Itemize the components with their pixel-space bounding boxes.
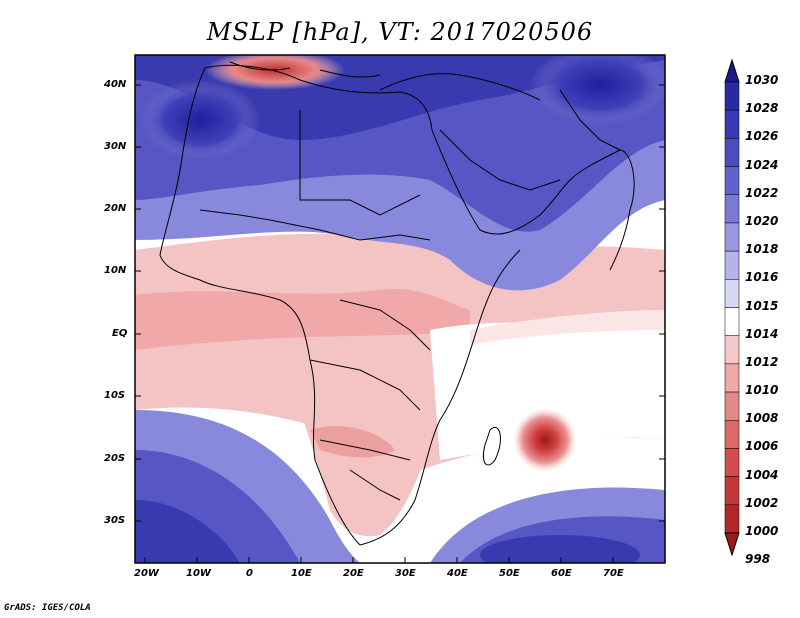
pressure-field <box>135 55 665 563</box>
coastlines <box>159 61 635 546</box>
y-label-10s: 10S <box>104 390 126 401</box>
colorbar-swatch <box>724 391 740 421</box>
colorbar-label: 1028 <box>745 101 779 116</box>
colorbar-bottom-arrow <box>724 532 740 557</box>
colorbar-label: 1030 <box>745 73 779 87</box>
colorbar-label: 1006 <box>745 439 779 454</box>
x-label-20e: 20E <box>343 568 364 579</box>
colorbar-swatch <box>724 307 740 336</box>
map-frame <box>134 54 666 564</box>
x-label-50e: 50E <box>499 568 520 579</box>
colorbar-label: 1016 <box>745 270 779 285</box>
map-title: MSLP [hPa], VT: 2017020506 <box>206 18 594 46</box>
credit-text: GrADS: IGES/COLA <box>4 603 91 613</box>
x-label-70e: 70E <box>603 568 624 579</box>
colorbar-swatch <box>724 476 740 506</box>
colorbar-swatch <box>724 250 740 280</box>
colorbar-label: 1004 <box>745 467 779 482</box>
y-label-eq: EQ <box>112 328 128 339</box>
colorbar-label: 1022 <box>745 185 779 200</box>
colorbar-swatch <box>724 81 740 111</box>
colorbar-swatch <box>724 166 740 195</box>
colorbar-label: 1024 <box>745 157 779 172</box>
colorbar-label: 1002 <box>745 495 779 510</box>
colorbar-swatch <box>724 138 740 167</box>
colorbar-label: 1008 <box>745 411 779 426</box>
x-label-30e: 30E <box>395 568 416 579</box>
colorbar-swatch <box>724 279 740 308</box>
colorbar-label: 1018 <box>745 242 779 257</box>
colorbar-swatch <box>724 109 740 139</box>
x-label-0: 0 <box>246 568 253 579</box>
colorbar-swatch <box>724 194 740 224</box>
y-label-30n: 30N <box>104 141 127 152</box>
colorbar-swatch <box>724 448 740 477</box>
x-label-10e: 10E <box>291 568 312 579</box>
y-label-20n: 20N <box>104 203 127 214</box>
x-label-20w: 20W <box>134 568 159 579</box>
colorbar-label: 1014 <box>745 326 779 341</box>
x-label-40e: 40E <box>447 568 468 579</box>
colorbar-swatch <box>724 420 740 449</box>
x-label-60e: 60E <box>551 568 572 579</box>
colorbar-label: 998 <box>745 552 771 567</box>
cyclone-low <box>513 408 577 472</box>
colorbar-label: 1015 <box>745 298 779 313</box>
colorbar-label: 1000 <box>745 524 779 538</box>
colorbar-label: 1012 <box>745 354 779 369</box>
y-label-10n: 10N <box>104 265 127 276</box>
colorbar-swatch <box>724 363 740 393</box>
colorbar <box>724 58 740 557</box>
colorbar-label: 1026 <box>745 129 779 144</box>
y-label-40n: 40N <box>104 79 127 90</box>
colorbar-label: 1010 <box>745 383 779 398</box>
colorbar-label: 1020 <box>745 213 779 228</box>
colorbar-swatch <box>724 335 740 365</box>
axis-ticks <box>135 84 665 563</box>
colorbar-top-arrow <box>724 58 740 83</box>
colorbar-swatch <box>724 222 740 252</box>
x-label-10w: 10W <box>186 568 211 579</box>
y-label-30s: 30S <box>104 515 126 526</box>
colorbar-swatch <box>724 504 740 534</box>
y-label-20s: 20S <box>104 453 126 464</box>
